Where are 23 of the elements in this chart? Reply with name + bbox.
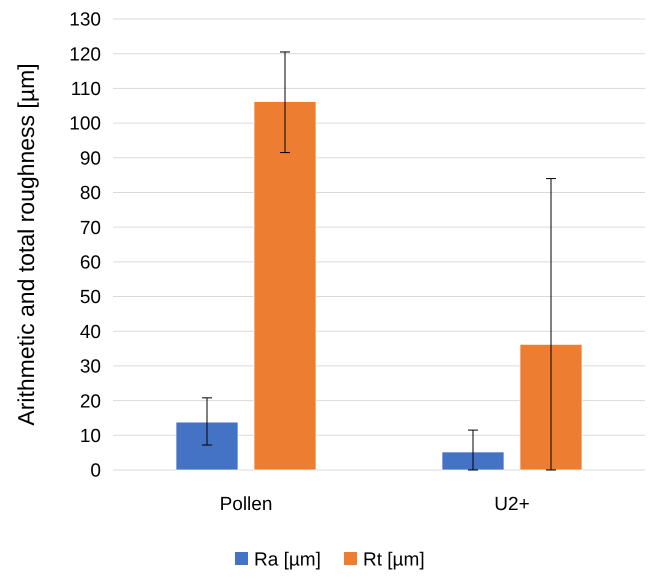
bar [254,101,316,470]
y-tick-label: 100 [69,114,101,135]
y-tick-label: 80 [80,183,101,204]
x-tick-label: U2+ [494,494,530,515]
y-tick-label: 0 [90,460,101,482]
y-tick-label: 10 [80,426,101,447]
y-axis-title: Arithmetic and total roughness [µm] [13,63,39,426]
y-tick-label: 50 [80,287,101,308]
y-tick-label: 130 [69,10,101,31]
y-tick-label: 70 [80,218,101,239]
x-tick-label: Pollen [220,494,272,515]
y-tick-label: 30 [80,356,101,378]
y-tick-label: 20 [80,391,101,412]
y-tick-label: 60 [80,252,101,274]
bar [520,344,582,470]
y-tick-label: 90 [80,148,101,170]
bar [176,422,238,470]
y-tick-label: 120 [69,44,101,66]
legend-label: Ra [µm] [254,550,321,571]
y-tick-label: 110 [70,79,101,100]
legend-label: Rt [µm] [363,550,425,571]
bar [442,452,504,470]
y-tick-label: 40 [80,322,101,343]
